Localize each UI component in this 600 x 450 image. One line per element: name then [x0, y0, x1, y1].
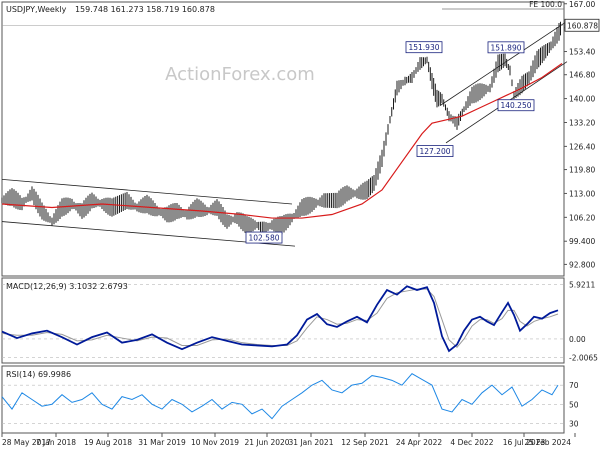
price-ytick-label: 92.800: [569, 260, 595, 269]
price-ytick-label: 106.20: [569, 213, 595, 222]
x-tick-label: 10 Nov 2019: [191, 438, 239, 447]
annotation-box: [245, 231, 283, 244]
price-ytick-label: 133.20: [569, 118, 595, 127]
annotation-label: 102.580: [248, 234, 279, 243]
rsi-ytick-label: 30: [569, 419, 579, 428]
x-tick-label: 24 Apr 2022: [396, 438, 443, 447]
x-tick-label: 4 Dec 2022: [450, 438, 493, 447]
x-tick-label: 7 Jan 2018: [36, 438, 76, 447]
price-ytick-label: 119.80: [569, 166, 595, 175]
price-panel: [1, 1, 565, 277]
x-tick-label: 21 Jun 2020: [244, 438, 289, 447]
x-tick-label: 25 Feb 2024: [524, 438, 571, 447]
macd-lines: [1, 285, 559, 353]
chart-title: USDJPY,Weekly 159.748 161.273 158.719 16…: [6, 5, 215, 14]
macd-grid: [2, 283, 564, 358]
rsi-lines: [1, 373, 559, 420]
current-price-label: 160.878: [567, 21, 598, 30]
price-ytick-label: 140.00: [569, 95, 595, 104]
annotation-box: [487, 41, 525, 54]
macd-ytick-label: 5.9211: [569, 280, 595, 289]
annotation-box: [405, 41, 443, 54]
ohlc-label: 159.748 161.273 158.719 160.878: [75, 5, 215, 14]
price-grid: FE 100.0: [2, 0, 564, 26]
price-ytick-label: 113.00: [569, 189, 595, 198]
x-tick-label: 12 Sep 2021: [341, 438, 389, 447]
x-tick-label: 31 Mar 2019: [138, 438, 186, 447]
rsi-line: [1, 373, 559, 420]
price-ytick-label: 153.40: [569, 48, 595, 57]
macd-signal-line: [1, 288, 559, 349]
symbol-label: USDJPY,Weekly: [6, 5, 67, 14]
annotation-label: 127.200: [419, 147, 450, 156]
x-tick-label: 16 Jul 2023: [503, 438, 546, 447]
moving-average-line: [1, 62, 563, 219]
price-lines: [1, 20, 568, 247]
rsi-title: RSI(14) 69.9986: [6, 370, 71, 379]
macd-title: MACD(12,26,9) 3.1032 2.6793: [6, 282, 128, 291]
macd-ytick-label: 0.00: [569, 335, 586, 344]
annotation-box: [416, 145, 454, 157]
annotation-box: [497, 99, 535, 112]
rsi-grid: [2, 384, 564, 424]
rsi-ytick-label: 70: [569, 381, 579, 390]
x-tick-label: 28 May 2017: [2, 438, 51, 447]
price-ytick-label: 167.00: [569, 0, 595, 9]
price-y-axis: 92.800 99.400 106.20 113.00 119.80 126.40 133.…: [564, 0, 600, 269]
rsi-panel: [1, 365, 565, 434]
macd-ytick-label: -2.0065: [569, 354, 598, 363]
current-price-box: [564, 18, 600, 32]
channel-line: [1, 178, 293, 205]
rsi-y-axis: 70 50 30: [569, 381, 579, 428]
annotation-label: 140.250: [500, 101, 531, 110]
price-ytick-label: 126.40: [569, 142, 595, 151]
price-ytick-label: 99.400: [569, 237, 595, 246]
watermark: ActionForex.com: [165, 64, 315, 85]
price-annotations: 102.580 151.930 151.890 140.250 127.200: [245, 41, 535, 244]
fe-level-label: FE 100.0: [529, 0, 562, 9]
price-ytick-label: 146.80: [569, 71, 595, 80]
macd-line: [1, 285, 559, 353]
x-tick-label: 31 Jan 2021: [289, 438, 334, 447]
macd-y-axis: 5.9211 0.00 -2.0065: [569, 280, 598, 362]
annotation-label: 151.930: [408, 43, 439, 52]
rsi-ytick-label: 50: [569, 400, 579, 409]
x-tick-label: 19 Aug 2018: [84, 438, 132, 447]
annotation-label: 151.890: [490, 43, 521, 52]
